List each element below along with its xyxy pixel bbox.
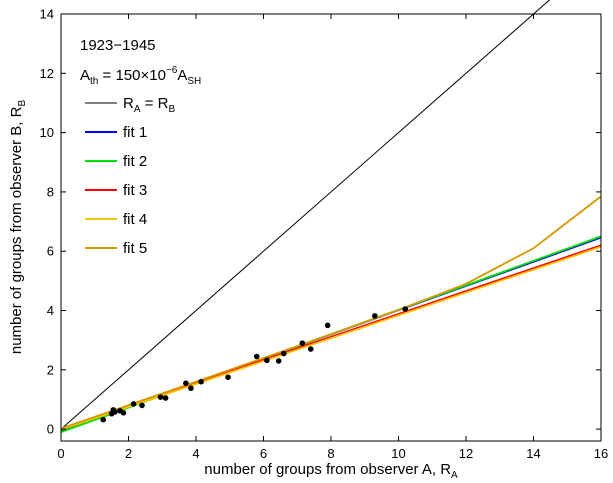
series-line-1 <box>60 0 551 430</box>
x-axis-label: number of groups from observer A, RA <box>204 461 458 481</box>
data-point <box>130 401 137 407</box>
data-point <box>100 416 106 423</box>
y-tick-label: 8 <box>47 184 54 199</box>
data-point <box>198 378 204 385</box>
series-line-5 <box>60 245 602 431</box>
series-line-6 <box>60 195 602 430</box>
y-axis-label: number of groups from observer B, RB <box>8 100 28 355</box>
data-point <box>183 380 189 386</box>
axis-ticks: 0 2 4 6 8 10 12 14 16 0 2 4 6 8 10 12 14 <box>40 7 609 462</box>
x-tick-label: 16 <box>594 446 608 461</box>
x-tick-label: 12 <box>459 446 473 461</box>
data-point <box>324 322 331 329</box>
legend: 1923−1945 Ath = 150×10−6ASH RA = RB fit 1… <box>80 37 201 257</box>
data-point <box>299 340 306 346</box>
annotation-threshold: Ath = 150×10−6ASH <box>80 65 201 87</box>
data-point <box>112 409 118 415</box>
legend-label: fit 4 <box>123 211 147 228</box>
data-point <box>372 313 378 319</box>
data-point <box>120 410 127 416</box>
data-points <box>100 306 409 423</box>
series-lines <box>60 0 602 433</box>
y-tick-label: 6 <box>47 244 54 259</box>
legend-label: fit 1 <box>123 124 147 141</box>
legend-label: fit 3 <box>123 182 147 199</box>
legend-label: fit 2 <box>123 153 147 170</box>
y-tick-label: 4 <box>47 303 54 318</box>
data-point <box>402 306 409 312</box>
data-point <box>307 346 314 352</box>
data-point <box>275 358 282 364</box>
x-tick-label: 14 <box>526 446 540 461</box>
data-point <box>139 402 145 409</box>
legend-label: fit 5 <box>123 240 147 257</box>
data-point <box>225 374 231 381</box>
annotation-period: 1923−1945 <box>80 37 156 54</box>
y-tick-label: 10 <box>40 125 54 140</box>
data-point <box>264 357 270 364</box>
x-tick-label: 4 <box>192 446 199 461</box>
x-tick-label: 6 <box>260 446 267 461</box>
x-tick-label: 8 <box>327 446 334 461</box>
x-tick-label: 10 <box>391 446 405 461</box>
x-tick-label: 2 <box>125 446 132 461</box>
data-point <box>188 385 194 392</box>
x-tick-label: 0 <box>57 446 64 461</box>
data-point <box>157 394 164 400</box>
data-point <box>280 350 287 357</box>
y-tick-label: 12 <box>40 66 54 81</box>
data-point <box>253 353 260 360</box>
plot-area <box>61 14 601 441</box>
y-tick-label: 2 <box>47 362 54 377</box>
data-point <box>162 395 169 401</box>
y-tick-label: 0 <box>47 422 54 437</box>
legend-label: RA = RB <box>123 95 175 115</box>
y-tick-label: 14 <box>40 7 54 22</box>
